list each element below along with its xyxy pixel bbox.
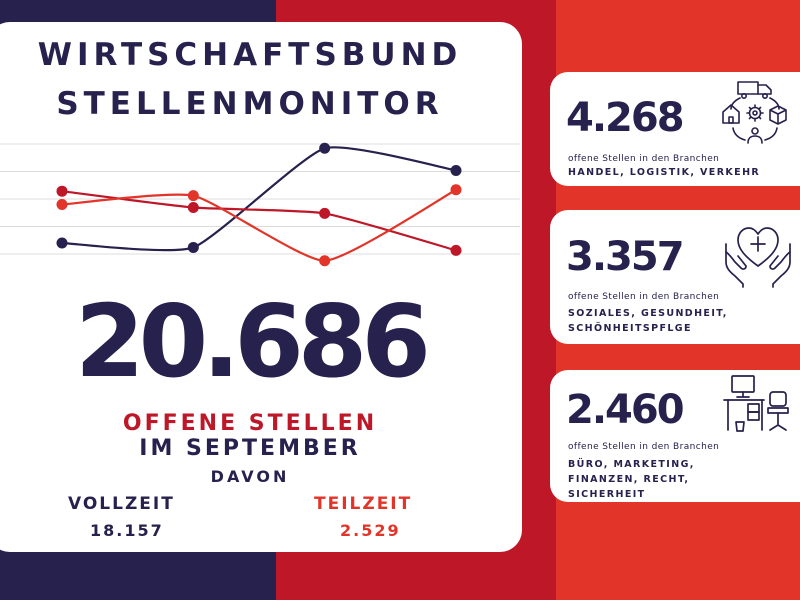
sector-category-line: SCHÖNHEITSPFLGE bbox=[568, 323, 692, 334]
sector-category: SOZIALES, GESUNDHEIT, SCHÖNHEITSPFLGE bbox=[568, 306, 728, 336]
sector-value: 2.460 bbox=[566, 387, 685, 433]
sector-subtitle: offene Stellen in den Branchen bbox=[568, 442, 720, 452]
data-point-s3-3 bbox=[319, 255, 331, 267]
data-point-s1-1 bbox=[56, 237, 68, 249]
month-label: IM SEPTEMBER bbox=[139, 436, 361, 461]
sector-category-line: HANDEL, LOGISTIK, VERKEHR bbox=[568, 167, 761, 178]
total-open-positions: 20.686 bbox=[75, 283, 431, 400]
data-point-s2-4 bbox=[450, 244, 462, 256]
davon-label: DAVON bbox=[210, 467, 290, 486]
sector-category-line: SICHERHEIT bbox=[568, 489, 646, 500]
vollzeit-label: VOLLZEIT bbox=[68, 494, 175, 514]
data-point-s2-1 bbox=[56, 185, 68, 197]
data-point-s1-3 bbox=[319, 142, 331, 154]
data-point-s3-2 bbox=[187, 190, 199, 202]
title-line-2: STELLENMONITOR bbox=[56, 86, 444, 122]
open-positions-label: OFFENE STELLEN bbox=[122, 411, 378, 436]
data-point-s3-1 bbox=[56, 199, 68, 211]
data-point-s2-2 bbox=[187, 201, 199, 213]
series-line-1 bbox=[61, 146, 457, 252]
sector-subtitle: offene Stellen in den Branchen bbox=[568, 292, 720, 302]
sector-category-line: BÜRO, MARKETING, bbox=[568, 459, 695, 470]
sector-category-line: SOZIALES, GESUNDHEIT, bbox=[568, 308, 728, 319]
title-line-1: WIRTSCHAFTSBUND bbox=[37, 37, 463, 73]
sector-subtitle: offene Stellen in den Branchen bbox=[568, 154, 720, 164]
series-line-2 bbox=[61, 190, 457, 252]
sector-category: BÜRO, MARKETING, FINANZEN, RECHT, SICHER… bbox=[568, 457, 695, 502]
vollzeit-value: 18.157 bbox=[90, 521, 164, 540]
logistics-icon bbox=[722, 81, 787, 144]
main-card bbox=[0, 22, 522, 552]
sector-value: 4.268 bbox=[566, 95, 685, 141]
office-desk-icon bbox=[723, 375, 789, 432]
data-point-s1-2 bbox=[187, 241, 199, 253]
teilzeit-value: 2.529 bbox=[340, 521, 401, 540]
teilzeit-label: TEILZEIT bbox=[314, 494, 413, 514]
data-point-s1-4 bbox=[450, 164, 462, 176]
sector-value: 3.357 bbox=[566, 234, 685, 280]
data-point-s2-3 bbox=[319, 207, 331, 219]
care-heart-icon bbox=[725, 227, 791, 288]
series-line-3 bbox=[61, 188, 457, 262]
sector-category-line: FINANZEN, RECHT, bbox=[568, 474, 690, 485]
sector-card-office bbox=[550, 370, 800, 502]
data-point-s3-4 bbox=[450, 184, 462, 196]
line-chart bbox=[0, 142, 520, 267]
sector-category: HANDEL, LOGISTIK, VERKEHR bbox=[568, 165, 760, 180]
